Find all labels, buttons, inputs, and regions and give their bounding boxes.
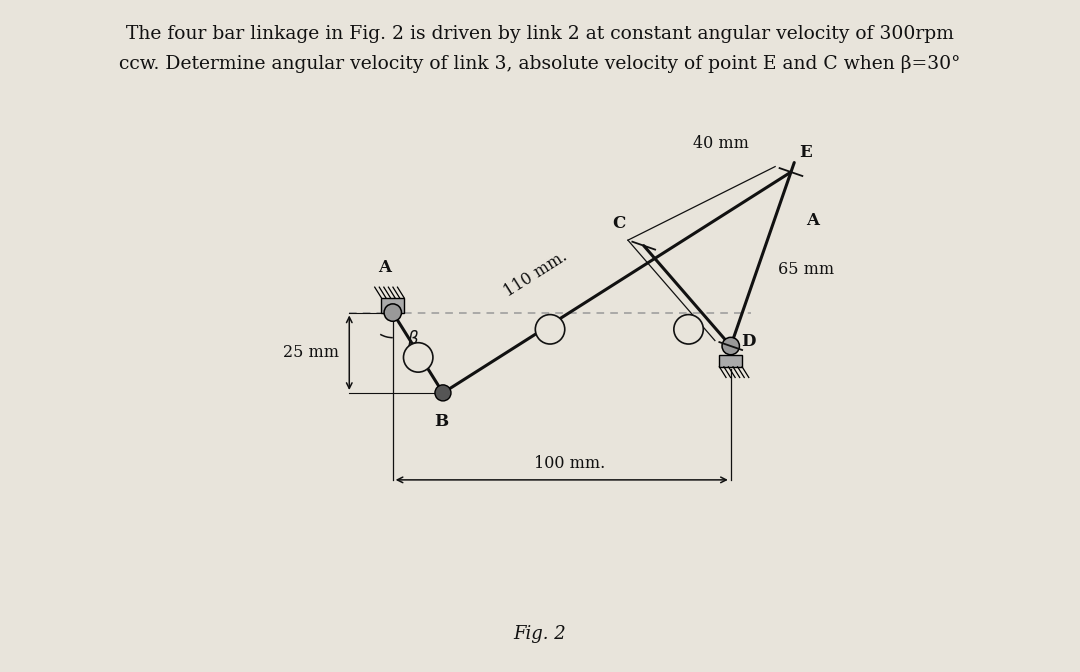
Text: $\beta$: $\beta$ — [407, 329, 419, 350]
Text: B: B — [434, 413, 448, 430]
Text: 100 mm.: 100 mm. — [535, 455, 606, 472]
Text: C: C — [612, 215, 625, 233]
Circle shape — [723, 337, 740, 355]
Circle shape — [404, 343, 433, 372]
Text: 3: 3 — [545, 323, 554, 336]
Circle shape — [536, 314, 565, 344]
Text: Fig. 2: Fig. 2 — [514, 625, 566, 643]
Bar — [381, 298, 404, 312]
Text: 25 mm: 25 mm — [283, 344, 339, 362]
Text: 110 mm.: 110 mm. — [501, 248, 570, 300]
Text: 2: 2 — [414, 350, 422, 364]
Text: A: A — [806, 212, 819, 229]
Circle shape — [435, 385, 451, 401]
Circle shape — [674, 314, 703, 344]
Text: 40 mm: 40 mm — [692, 135, 748, 152]
Bar — [719, 355, 742, 367]
Text: The four bar linkage in Fig. 2 is driven by link 2 at constant angular velocity : The four bar linkage in Fig. 2 is driven… — [126, 25, 954, 43]
Text: ccw. Determine angular velocity of link 3, absolute velocity of point E and C wh: ccw. Determine angular velocity of link … — [119, 55, 961, 73]
Text: D: D — [741, 333, 755, 350]
Text: 4: 4 — [684, 323, 693, 336]
Text: E: E — [799, 144, 812, 161]
Circle shape — [384, 304, 402, 321]
Text: A: A — [378, 259, 391, 276]
Text: 65 mm: 65 mm — [778, 261, 834, 278]
